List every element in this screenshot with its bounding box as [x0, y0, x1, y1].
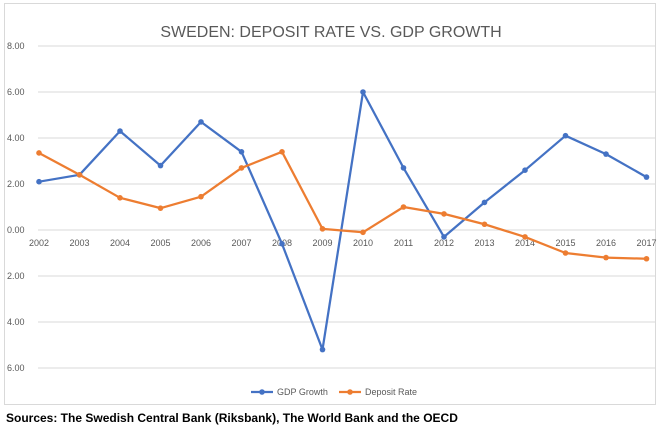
legend-label-gdp-growth: GDP Growth — [277, 387, 328, 397]
x-tick-label: 2012 — [434, 238, 454, 248]
x-tick-label: 2010 — [353, 238, 373, 248]
x-tick-label: 2014 — [515, 238, 535, 248]
y-tick-label: 6.00 — [7, 363, 25, 373]
gdp-growth-point — [360, 89, 366, 95]
gdp-growth-line — [38, 90, 648, 351]
x-tick-label: 2011 — [394, 238, 413, 248]
x-tick-label: 2009 — [312, 238, 332, 248]
chart-frame: SWEDEN: DEPOSIT RATE VS. GDP GROWTH 8.00 6… — [4, 3, 657, 405]
gdp-growth-point — [319, 346, 326, 353]
y-tick-label: 6.00 — [7, 87, 25, 97]
deposit-rate-point — [279, 149, 285, 155]
y-tick-label: 0.00 — [7, 225, 25, 235]
x-tick-label: 2003 — [69, 238, 89, 248]
deposit-rate-point — [157, 205, 164, 211]
x-tick-label: 2017 — [636, 238, 656, 248]
deposit-rate-point — [36, 150, 42, 156]
x-tick-label: 2005 — [150, 238, 170, 248]
legend-marker-deposit-rate — [347, 389, 353, 395]
gdp-growth-point — [441, 234, 447, 240]
y-tick-label: 2.00 — [7, 271, 25, 281]
deposit-rate-point — [441, 211, 447, 217]
y-tick-label: 8.00 — [7, 41, 25, 51]
gdp-growth-point — [481, 199, 488, 206]
deposit-rate-point — [562, 250, 569, 256]
deposit-rate-point — [603, 254, 609, 261]
chart-title: SWEDEN: DEPOSIT RATE VS. GDP GROWTH — [160, 24, 501, 41]
deposit-rate-point — [319, 226, 326, 232]
y-tick-label: 2.00 — [7, 179, 25, 189]
legend-label-deposit-rate: Deposit Rate — [365, 387, 417, 397]
deposit-rate-point — [400, 204, 407, 210]
x-tick-label: 2016 — [596, 238, 616, 248]
gdp-growth-point — [157, 162, 164, 169]
gdp-growth-point — [522, 167, 528, 173]
deposit-rate-point — [522, 234, 528, 240]
gdp-growth-point — [117, 128, 123, 134]
gdp-growth-point — [603, 151, 609, 157]
deposit-rate-point — [117, 195, 123, 201]
x-tick-label: 2013 — [474, 238, 494, 248]
gdp-growth-point — [562, 132, 569, 139]
line-chart: SWEDEN: DEPOSIT RATE VS. GDP GROWTH 8.00 6… — [7, 24, 657, 397]
gdp-growth-point — [643, 174, 650, 180]
x-tick-label: 2002 — [29, 238, 49, 248]
source-note: Sources: The Swedish Central Bank (Riksb… — [6, 411, 458, 425]
gdp-growth-point — [279, 241, 285, 247]
gdp-growth-point — [400, 165, 407, 171]
x-tick-label: 2004 — [110, 238, 130, 248]
deposit-rate-point — [360, 229, 366, 236]
x-tick-label: 2015 — [555, 238, 575, 248]
y-tick-label: 4.00 — [7, 133, 25, 143]
gdp-growth-point — [238, 149, 245, 155]
deposit-rate-point — [238, 165, 245, 171]
deposit-rate-point — [481, 221, 488, 228]
gdp-growth-point — [36, 178, 42, 185]
deposit-rate-line — [38, 150, 647, 260]
deposit-rate-point — [643, 255, 650, 262]
gdp-growth-point — [198, 119, 204, 125]
x-tick-label: 2007 — [231, 238, 251, 248]
deposit-rate-point — [76, 172, 83, 178]
y-tick-label: 4.00 — [7, 317, 25, 327]
x-tick-label: 2006 — [191, 238, 211, 248]
legend-marker-gdp-growth — [259, 389, 265, 395]
deposit-rate-point — [198, 193, 204, 200]
